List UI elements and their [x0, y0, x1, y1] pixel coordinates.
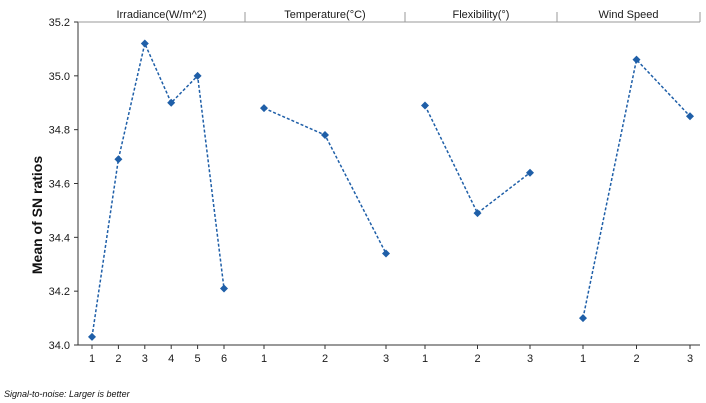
- series-line: [263, 107, 387, 254]
- panel-title: Irradiance(W/m^2): [116, 9, 206, 21]
- x-tick-label: 2: [474, 353, 480, 365]
- x-tick-label: 1: [89, 353, 95, 365]
- data-point: [579, 314, 587, 323]
- y-tick-label: 34.4: [49, 232, 70, 244]
- data-point: [193, 71, 202, 80]
- x-tick-label: 6: [221, 353, 227, 365]
- y-tick-label: 35.2: [49, 17, 70, 29]
- x-tick-label: 1: [261, 353, 267, 365]
- data-point: [421, 101, 429, 110]
- x-tick-label: 2: [633, 353, 639, 365]
- y-tick-label: 34.8: [49, 125, 70, 137]
- x-tick-label: 1: [580, 353, 586, 365]
- data-point: [167, 98, 176, 107]
- x-tick-label: 3: [383, 353, 389, 365]
- data-point: [140, 39, 149, 48]
- x-tick-label: 3: [527, 353, 533, 365]
- y-tick-label: 34.6: [49, 179, 70, 191]
- panel-title: Flexibility(°): [453, 9, 510, 21]
- data-point: [114, 155, 123, 164]
- y-tick-label: 35.0: [49, 71, 70, 83]
- data-point: [473, 209, 482, 218]
- x-tick-label: 3: [142, 353, 148, 365]
- x-tick-label: 2: [322, 353, 328, 365]
- x-tick-label: 1: [422, 353, 428, 365]
- series-line: [91, 41, 225, 338]
- series-line: [424, 105, 531, 215]
- x-tick-label: 4: [168, 353, 174, 365]
- data-point: [526, 168, 534, 177]
- y-axis-label: Mean of SN ratios: [29, 156, 45, 274]
- x-tick-label: 5: [195, 353, 201, 365]
- panel-title: Temperature(°C): [284, 9, 365, 21]
- panel-title: Wind Speed: [599, 9, 659, 21]
- data-point: [321, 131, 329, 140]
- footnote: Signal-to-noise: Larger is better: [4, 389, 131, 399]
- data-point: [632, 55, 641, 64]
- data-point: [220, 284, 228, 293]
- data-point: [382, 249, 390, 258]
- data-point: [260, 104, 268, 113]
- y-tick-label: 34.2: [49, 286, 70, 298]
- y-tick-label: 34.0: [49, 340, 70, 352]
- series-line: [582, 58, 691, 319]
- x-tick-label: 3: [687, 353, 693, 365]
- data-point: [88, 332, 96, 341]
- x-tick-label: 2: [115, 353, 121, 365]
- data-point: [686, 112, 694, 121]
